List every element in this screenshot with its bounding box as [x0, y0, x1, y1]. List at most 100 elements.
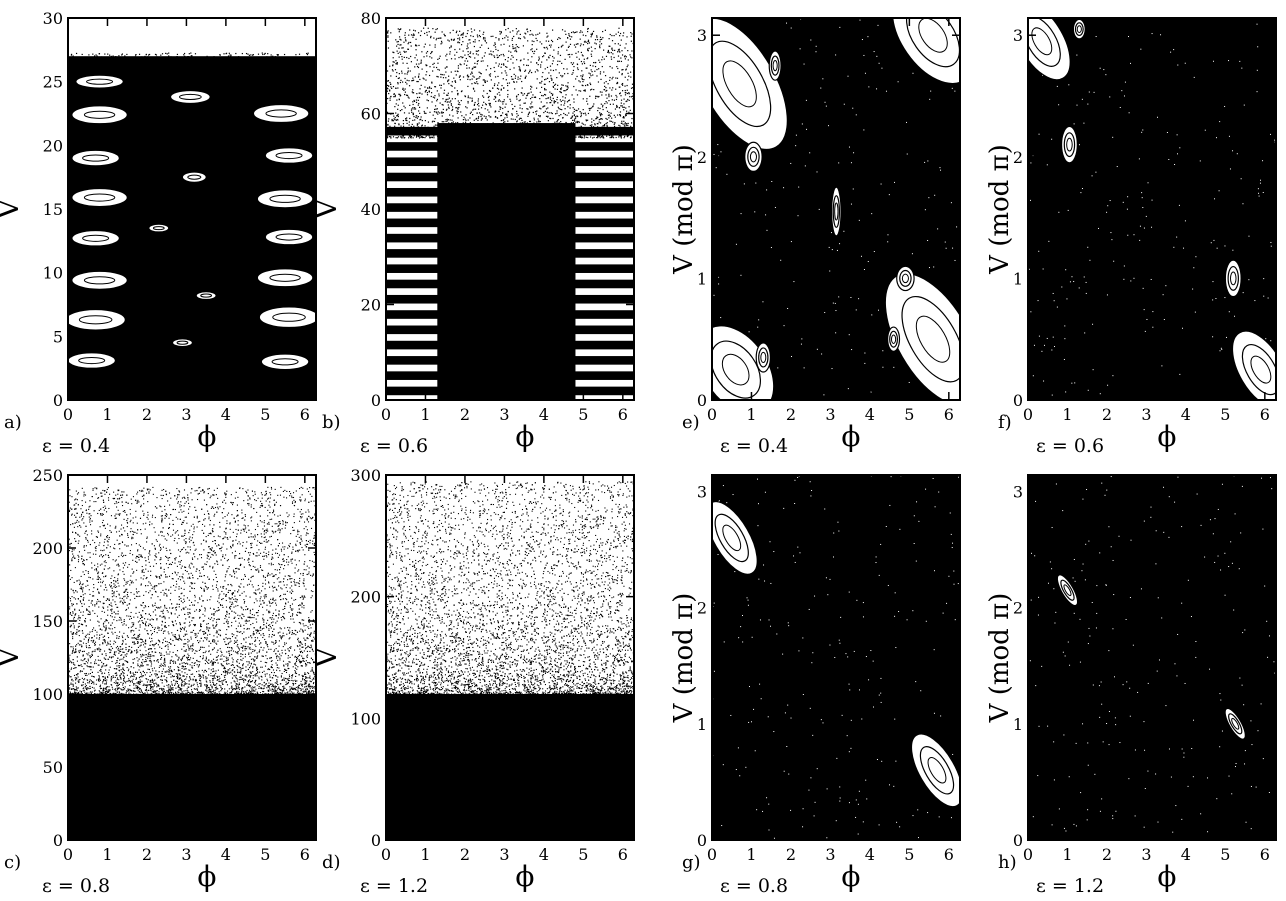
- scatter-point: [178, 635, 181, 637]
- scatter-point: [526, 108, 528, 110]
- scatter-point: [95, 58, 97, 60]
- scatter-point: [613, 132, 616, 134]
- scatter-point: [73, 597, 75, 599]
- scatter-point: [454, 48, 456, 51]
- scatter-point: [537, 33, 539, 35]
- scatter-point: [561, 123, 563, 125]
- scatter-point: [530, 91, 532, 93]
- scatter-point: [598, 134, 600, 136]
- scatter-point: [278, 58, 280, 60]
- scatter-point: [510, 137, 512, 139]
- scatter-point: [607, 114, 610, 116]
- scatter-point: [515, 51, 518, 53]
- scatter-point: [611, 99, 613, 101]
- scatter-point: [251, 62, 254, 64]
- scatter-point: [421, 130, 423, 132]
- scatter-point: [547, 115, 549, 117]
- scatter-point: [545, 115, 548, 117]
- scatter-point: [244, 60, 246, 62]
- scatter-point: [474, 90, 476, 92]
- scatter-point: [292, 60, 295, 62]
- scatter-point: [619, 86, 621, 88]
- scatter-point: [566, 101, 569, 103]
- scatter-point: [124, 55, 126, 57]
- scatter-point: [540, 64, 542, 66]
- scatter-point: [467, 133, 469, 135]
- scatter-point: [542, 135, 544, 137]
- scatter-point: [510, 75, 513, 78]
- scatter-point: [600, 131, 602, 133]
- scatter-point: [105, 655, 107, 657]
- scatter-point: [558, 135, 561, 138]
- scatter-point: [539, 41, 541, 43]
- scatter-point: [441, 115, 443, 117]
- scatter-point: [434, 95, 436, 97]
- scatter-point: [263, 619, 265, 621]
- scatter-point: [186, 656, 188, 658]
- scatter-point: [151, 668, 153, 670]
- scatter-point: [498, 82, 500, 84]
- scatter-point: [435, 39, 437, 41]
- scatter-point: [302, 67, 304, 69]
- scatter-point: [160, 60, 162, 62]
- scatter-point: [450, 103, 452, 105]
- scatter-point: [114, 688, 117, 690]
- scatter-point: [86, 665, 88, 667]
- scatter-point: [263, 60, 265, 62]
- scatter-point: [484, 131, 486, 133]
- scatter-point: [623, 32, 625, 34]
- scatter-point: [434, 86, 436, 88]
- scatter-point: [564, 123, 566, 125]
- scatter-point: [133, 59, 135, 61]
- scatter-point: [512, 30, 514, 32]
- scatter-point: [574, 120, 576, 122]
- scatter-point: [619, 93, 621, 95]
- scatter-point: [122, 64, 124, 66]
- scatter-point: [416, 135, 418, 137]
- scatter-point: [143, 672, 146, 674]
- scatter-point: [166, 576, 168, 578]
- scatter-point: [415, 44, 417, 46]
- y-tick-label: 10: [43, 264, 63, 283]
- scatter-point: [398, 123, 400, 125]
- scatter-point: [546, 136, 549, 139]
- scatter-point: [297, 688, 299, 690]
- scatter-point: [134, 690, 136, 692]
- scatter-point: [81, 53, 83, 56]
- scatter-point: [108, 674, 110, 676]
- scatter-point: [119, 651, 121, 653]
- scatter-point: [617, 43, 620, 45]
- scatter-point: [145, 577, 147, 580]
- scatter-point: [221, 604, 223, 606]
- scatter-point: [443, 137, 445, 139]
- scatter-point: [532, 94, 534, 96]
- scatter-point: [184, 682, 186, 684]
- scatter-point: [455, 107, 457, 109]
- scatter-point: [425, 130, 427, 132]
- scatter-point: [500, 107, 502, 109]
- scatter-point: [511, 103, 513, 106]
- scatter-point: [490, 53, 492, 55]
- scatter-point: [547, 107, 549, 109]
- scatter-point: [549, 65, 552, 67]
- scatter-point: [556, 110, 558, 112]
- scatter-point: [606, 129, 608, 131]
- scatter-point: [567, 37, 569, 39]
- scatter-point: [532, 106, 534, 108]
- scatter-point: [101, 672, 103, 674]
- scatter-point: [579, 90, 582, 92]
- scatter-point: [473, 82, 476, 84]
- scatter-point: [549, 117, 551, 119]
- scatter-point: [287, 69, 289, 71]
- scatter-point: [606, 122, 608, 124]
- scatter-point: [205, 671, 208, 673]
- scatter-point: [628, 131, 630, 133]
- scatter-point: [457, 41, 459, 43]
- scatter-point: [230, 64, 232, 66]
- scatter-point: [619, 135, 621, 137]
- scatter-point: [128, 69, 130, 72]
- island-outer: [172, 338, 193, 348]
- scatter-point: [283, 584, 285, 586]
- scatter-point: [550, 135, 552, 137]
